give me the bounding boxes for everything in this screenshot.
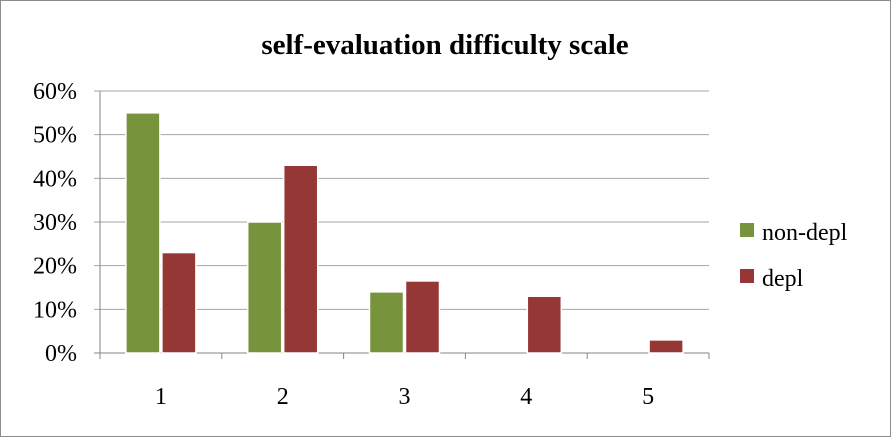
x-tick-label: 5: [642, 384, 654, 410]
bar-depl-2: [282, 164, 319, 354]
x-tick-label: 3: [399, 384, 411, 410]
bar-non-depl-1: [125, 112, 161, 354]
bar-non-depl-3: [368, 291, 405, 354]
bar-depl-4: [526, 295, 563, 354]
x-tick-label: 2: [277, 384, 289, 410]
legend: non-depl depl: [740, 220, 848, 292]
y-tick-label: 0%: [45, 341, 77, 367]
bar-depl-1: [161, 251, 197, 354]
x-axis: 1 2 3 4 5: [99, 353, 710, 410]
legend-label: depl: [762, 266, 804, 292]
y-tick-label: 50%: [33, 123, 77, 149]
legend-label: non-depl: [762, 220, 848, 246]
x-tick-label: 1: [155, 384, 167, 410]
y-tick-label: 10%: [33, 297, 77, 323]
bar-non-depl-2: [246, 221, 283, 354]
bars: [125, 112, 684, 354]
x-tick-label: 4: [520, 384, 532, 410]
chart-title: self-evaluation difficulty scale: [261, 29, 628, 61]
y-tick-label: 30%: [33, 210, 77, 236]
bar-depl-5: [648, 339, 684, 354]
y-tick-label: 20%: [33, 254, 77, 280]
bar-depl-3: [404, 280, 441, 354]
y-tick-label: 40%: [33, 166, 77, 192]
y-tick-label: 60%: [33, 79, 77, 105]
y-axis: 0% 10% 20% 30% 40% 50% 60%: [33, 79, 101, 367]
legend-swatch-depl: [740, 269, 754, 283]
legend-swatch-non-depl: [740, 223, 754, 237]
